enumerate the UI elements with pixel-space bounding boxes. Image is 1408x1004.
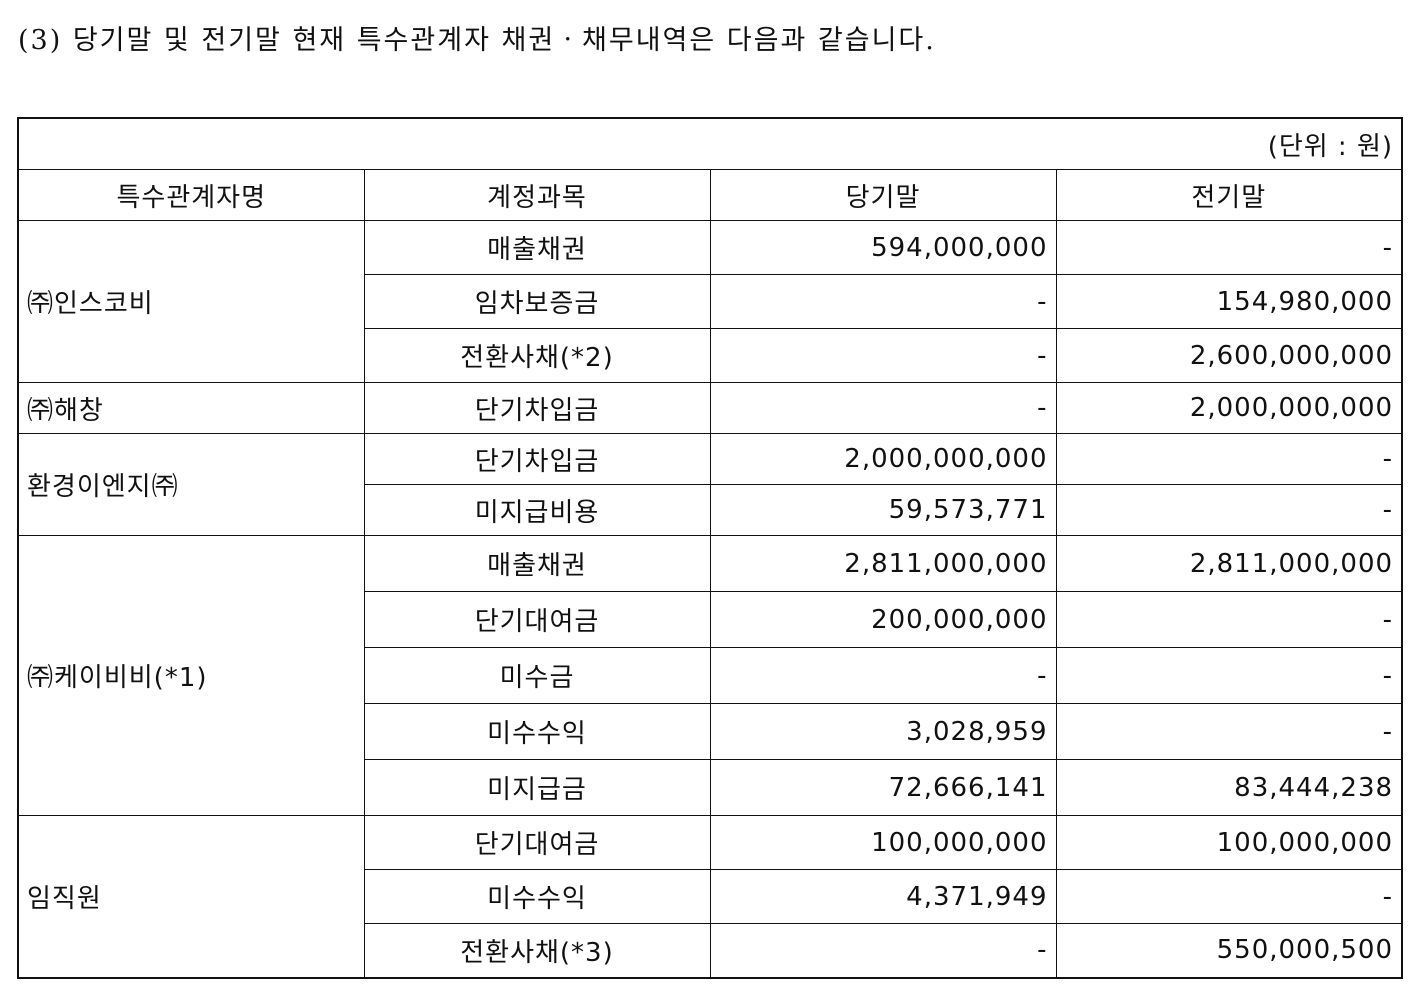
prior-cell: -	[1055, 591, 1403, 648]
table-row: 전환사채(*2) - 2,600,000,000	[18, 328, 1403, 383]
account-cell: 단기대여금	[363, 815, 711, 870]
account-cell: 미지급금	[363, 759, 711, 816]
unit-row: (단위 : 원)	[17, 117, 1403, 170]
account-cell: 전환사채(*2)	[363, 328, 711, 383]
prior-cell: 100,000,000	[1055, 815, 1403, 870]
prior-cell: -	[1055, 433, 1403, 485]
header-account: 계정과목	[363, 169, 711, 221]
current-cell: 3,028,959	[709, 703, 1057, 760]
prior-cell: -	[1055, 703, 1403, 760]
table-row: 단기대여금 200,000,000 -	[18, 591, 1403, 648]
prior-cell: 2,000,000,000	[1055, 382, 1403, 434]
table-row: ㈜인스코비 매출채권 594,000,000 -	[17, 220, 1403, 383]
current-cell: 4,371,949	[709, 869, 1057, 924]
prior-cell: 550,000,500	[1055, 923, 1403, 978]
prior-cell: -	[1055, 647, 1403, 704]
current-cell: 200,000,000	[709, 591, 1057, 648]
unit-label: (단위 : 원)	[17, 117, 1403, 170]
account-cell: 미수금	[363, 647, 711, 704]
header-party: 특수관계자명	[17, 169, 365, 221]
table-row: 임차보증금 - 154,980,000	[18, 274, 1403, 329]
account-cell: 단기대여금	[363, 591, 711, 648]
table-row: ㈜케이비비(*1) 매출채권 2,811,000,000 2,811,000,0…	[17, 535, 1403, 816]
page-title: (3) 당기말 및 전기말 현재 특수관계자 채권ㆍ채무내역은 다음과 같습니다…	[18, 25, 936, 56]
header-current: 당기말	[709, 169, 1057, 221]
account-cell: 전환사채(*3)	[363, 923, 711, 978]
table-row: 환경이엔지㈜ 단기차입금 2,000,000,000 -	[17, 433, 1403, 536]
prior-cell: 154,980,000	[1055, 274, 1403, 329]
current-cell: 2,000,000,000	[709, 433, 1057, 485]
current-cell: -	[709, 274, 1057, 329]
account-cell: 미수수익	[363, 703, 711, 760]
current-cell: 594,000,000	[709, 220, 1057, 275]
account-cell: 미지급비용	[363, 484, 711, 536]
account-cell: 단기차입금	[363, 382, 711, 434]
header-prior: 전기말	[1055, 169, 1403, 221]
party-name: ㈜인스코비	[17, 220, 365, 383]
party-name: ㈜케이비비(*1)	[17, 535, 365, 816]
party-name: ㈜해창	[17, 382, 365, 434]
account-cell: 미수수익	[363, 869, 711, 924]
table-row: 임직원 단기대여금 100,000,000 100,000,000	[17, 815, 1403, 978]
current-cell: 100,000,000	[709, 815, 1057, 870]
prior-cell: 2,811,000,000	[1055, 535, 1403, 592]
current-cell: -	[709, 382, 1057, 434]
header-row: 특수관계자명 계정과목 당기말 전기말	[17, 169, 1403, 221]
prior-cell: 83,444,238	[1055, 759, 1403, 816]
prior-cell: -	[1055, 220, 1403, 275]
table-row: 전환사채(*3) - 550,000,500	[18, 923, 1403, 978]
prior-cell: -	[1055, 484, 1403, 536]
account-cell: 단기차입금	[363, 433, 711, 485]
account-cell: 매출채권	[363, 220, 711, 275]
table-row: 미수금 - -	[18, 647, 1403, 704]
related-party-table: (단위 : 원) 특수관계자명 계정과목 당기말 전기말 ㈜인스코비 매출채권 …	[17, 117, 1404, 979]
account-cell: 임차보증금	[363, 274, 711, 329]
account-cell: 매출채권	[363, 535, 711, 592]
current-cell: -	[709, 923, 1057, 978]
current-cell: 59,573,771	[709, 484, 1057, 536]
current-cell: -	[709, 647, 1057, 704]
current-cell: 72,666,141	[709, 759, 1057, 816]
current-cell: 2,811,000,000	[709, 535, 1057, 592]
party-name: 임직원	[17, 815, 365, 978]
table-row: 미지급금 72,666,141 83,444,238	[18, 759, 1403, 816]
table-row: ㈜해창 단기차입금 - 2,000,000,000	[17, 382, 1403, 434]
current-cell: -	[709, 328, 1057, 383]
prior-cell: 2,600,000,000	[1055, 328, 1403, 383]
prior-cell: -	[1055, 869, 1403, 924]
party-name: 환경이엔지㈜	[17, 433, 365, 536]
